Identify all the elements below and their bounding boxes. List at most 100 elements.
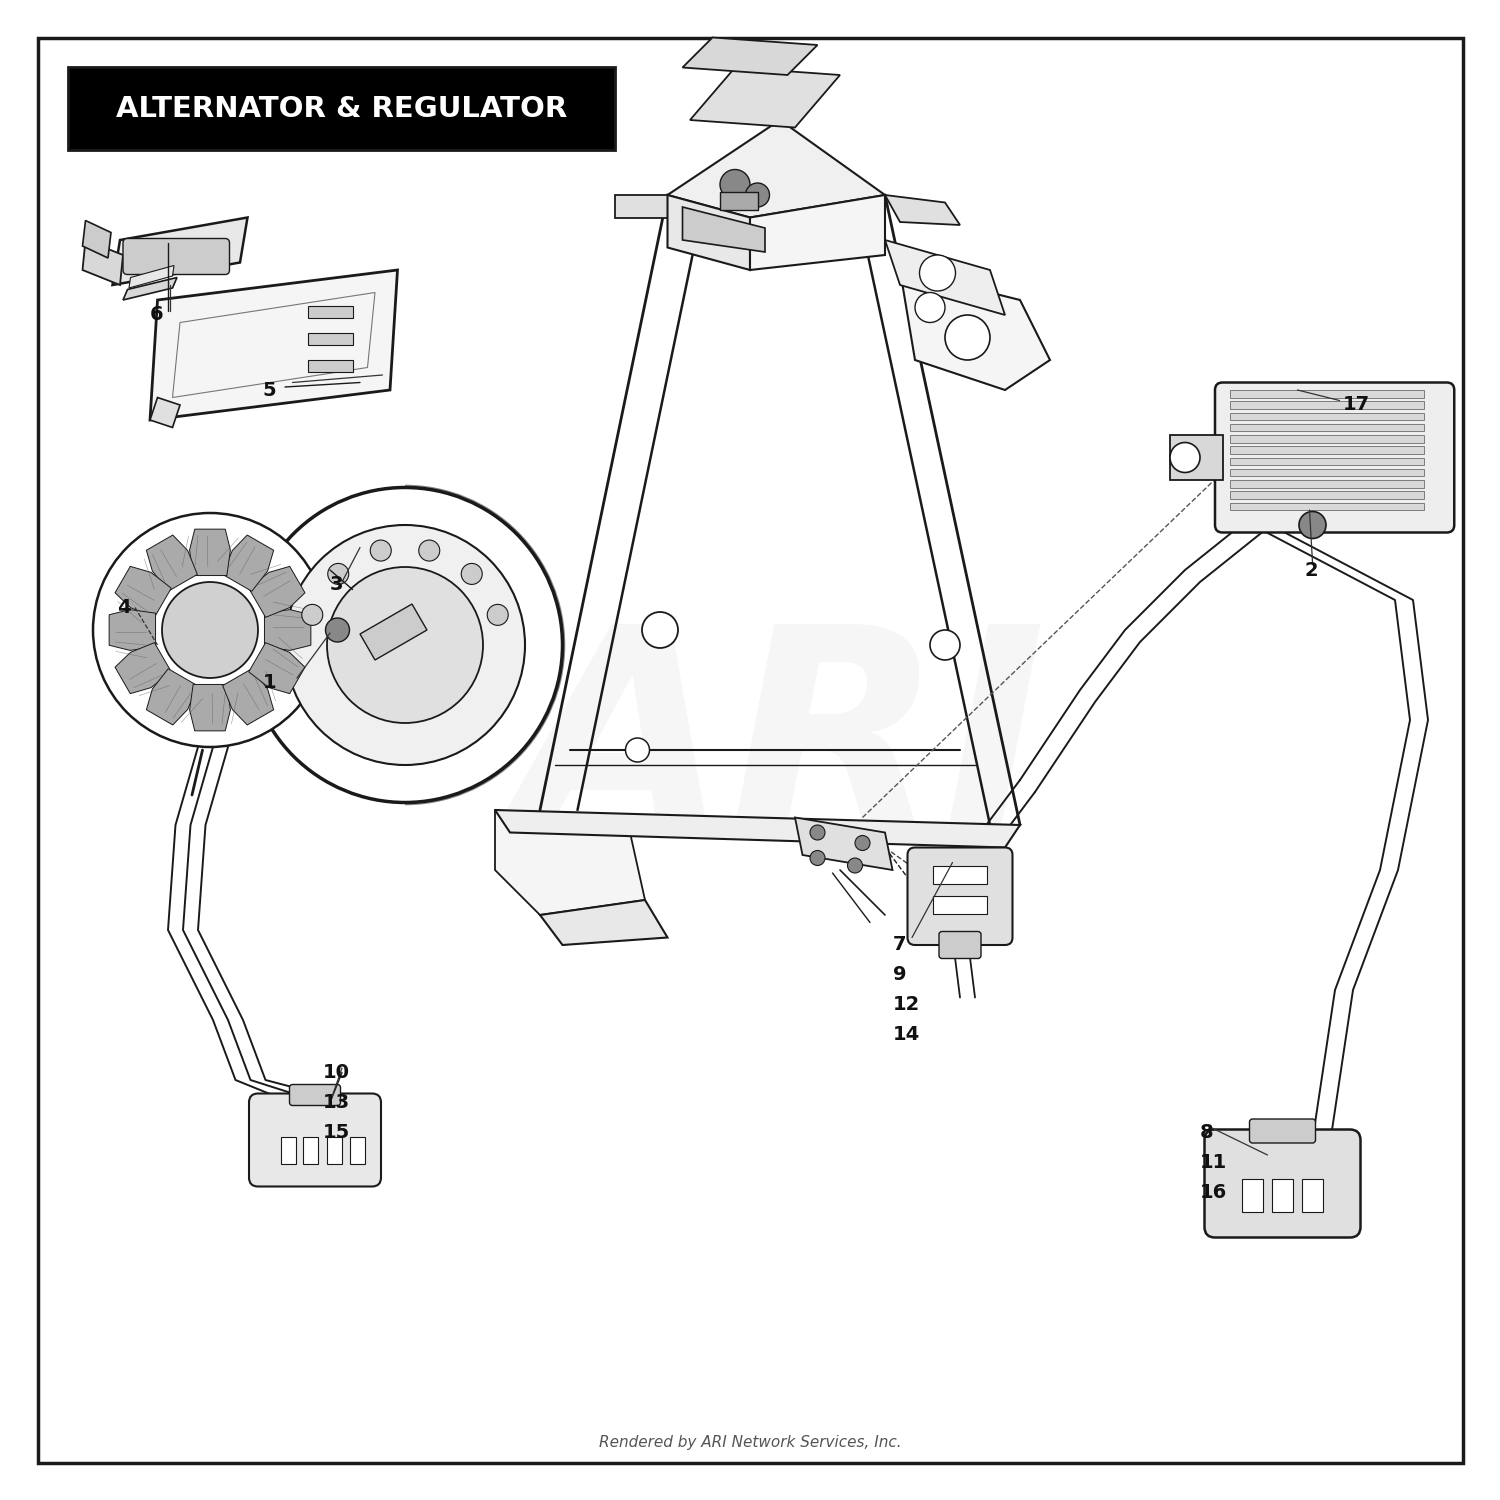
Bar bbox=[1230, 503, 1425, 510]
FancyBboxPatch shape bbox=[1215, 382, 1454, 532]
Circle shape bbox=[488, 604, 508, 625]
FancyBboxPatch shape bbox=[939, 932, 981, 958]
Bar bbox=[308, 306, 352, 318]
Circle shape bbox=[1299, 512, 1326, 538]
FancyBboxPatch shape bbox=[123, 238, 230, 274]
Bar bbox=[1230, 424, 1425, 432]
Bar bbox=[1272, 1179, 1293, 1212]
Circle shape bbox=[746, 183, 770, 207]
Bar bbox=[1302, 1179, 1323, 1212]
Polygon shape bbox=[82, 240, 123, 285]
Polygon shape bbox=[682, 207, 765, 252]
Bar bbox=[68, 68, 615, 150]
FancyBboxPatch shape bbox=[908, 847, 1013, 945]
Polygon shape bbox=[189, 684, 231, 730]
Circle shape bbox=[162, 582, 258, 678]
Text: 9: 9 bbox=[892, 966, 906, 984]
Polygon shape bbox=[540, 900, 668, 945]
Bar bbox=[303, 1137, 318, 1164]
Circle shape bbox=[626, 738, 650, 762]
Text: 13: 13 bbox=[322, 1094, 350, 1112]
Polygon shape bbox=[147, 669, 198, 724]
Polygon shape bbox=[123, 278, 177, 300]
Polygon shape bbox=[668, 120, 885, 218]
Polygon shape bbox=[615, 195, 668, 217]
Circle shape bbox=[855, 836, 870, 850]
Bar bbox=[350, 1137, 364, 1164]
Circle shape bbox=[720, 170, 750, 200]
FancyBboxPatch shape bbox=[290, 1084, 340, 1106]
Bar bbox=[933, 865, 987, 883]
Text: 14: 14 bbox=[892, 1026, 920, 1044]
Circle shape bbox=[915, 292, 945, 322]
Polygon shape bbox=[110, 609, 156, 651]
Polygon shape bbox=[150, 398, 180, 427]
Bar bbox=[1230, 458, 1425, 465]
Polygon shape bbox=[116, 642, 171, 693]
Bar bbox=[933, 896, 987, 914]
Circle shape bbox=[920, 255, 956, 291]
Polygon shape bbox=[1170, 435, 1222, 480]
Text: Rendered by ARI Network Services, Inc.: Rendered by ARI Network Services, Inc. bbox=[598, 1436, 902, 1450]
Polygon shape bbox=[668, 195, 750, 270]
Circle shape bbox=[327, 567, 483, 723]
Bar bbox=[327, 1137, 342, 1164]
Text: 8: 8 bbox=[1200, 1124, 1214, 1142]
Polygon shape bbox=[495, 810, 645, 915]
Text: 15: 15 bbox=[322, 1124, 350, 1142]
Circle shape bbox=[370, 540, 392, 561]
Circle shape bbox=[93, 513, 327, 747]
Polygon shape bbox=[900, 270, 1050, 390]
Text: 2: 2 bbox=[1305, 561, 1318, 579]
Polygon shape bbox=[690, 68, 840, 128]
Text: 3: 3 bbox=[330, 576, 344, 594]
Polygon shape bbox=[112, 217, 248, 285]
Text: 12: 12 bbox=[892, 996, 920, 1014]
Circle shape bbox=[302, 604, 322, 625]
Circle shape bbox=[642, 612, 678, 648]
Text: 11: 11 bbox=[1200, 1154, 1227, 1172]
Circle shape bbox=[930, 630, 960, 660]
Circle shape bbox=[810, 825, 825, 840]
Text: 5: 5 bbox=[262, 381, 276, 399]
FancyBboxPatch shape bbox=[1250, 1119, 1316, 1143]
Bar bbox=[360, 604, 428, 660]
Text: 17: 17 bbox=[1342, 396, 1370, 414]
Circle shape bbox=[810, 850, 825, 865]
Text: ARI: ARI bbox=[514, 615, 1046, 885]
Polygon shape bbox=[249, 642, 304, 693]
Bar bbox=[1230, 480, 1425, 488]
Polygon shape bbox=[885, 195, 960, 225]
Bar bbox=[1230, 470, 1425, 477]
Bar bbox=[308, 360, 352, 372]
Bar bbox=[1230, 492, 1425, 498]
Polygon shape bbox=[222, 536, 273, 591]
Polygon shape bbox=[249, 567, 304, 618]
Circle shape bbox=[285, 525, 525, 765]
Polygon shape bbox=[750, 195, 885, 270]
Bar bbox=[1230, 413, 1425, 420]
Text: 1: 1 bbox=[262, 674, 276, 692]
Polygon shape bbox=[495, 810, 1020, 847]
Circle shape bbox=[847, 858, 862, 873]
Text: 7: 7 bbox=[892, 936, 906, 954]
Circle shape bbox=[460, 564, 482, 585]
Polygon shape bbox=[264, 609, 310, 651]
FancyBboxPatch shape bbox=[249, 1094, 381, 1186]
Circle shape bbox=[326, 618, 350, 642]
Circle shape bbox=[419, 540, 440, 561]
Circle shape bbox=[945, 315, 990, 360]
Circle shape bbox=[1170, 442, 1200, 472]
Text: 6: 6 bbox=[150, 306, 164, 324]
Bar bbox=[280, 1137, 296, 1164]
FancyBboxPatch shape bbox=[1204, 1130, 1360, 1238]
Bar bbox=[308, 333, 352, 345]
Text: 10: 10 bbox=[322, 1064, 350, 1082]
Text: 16: 16 bbox=[1200, 1184, 1227, 1202]
Polygon shape bbox=[222, 669, 273, 724]
Circle shape bbox=[248, 488, 562, 802]
Text: ALTERNATOR & REGULATOR: ALTERNATOR & REGULATOR bbox=[116, 94, 567, 123]
Polygon shape bbox=[189, 530, 231, 576]
Bar bbox=[1230, 447, 1425, 453]
Polygon shape bbox=[147, 536, 198, 591]
